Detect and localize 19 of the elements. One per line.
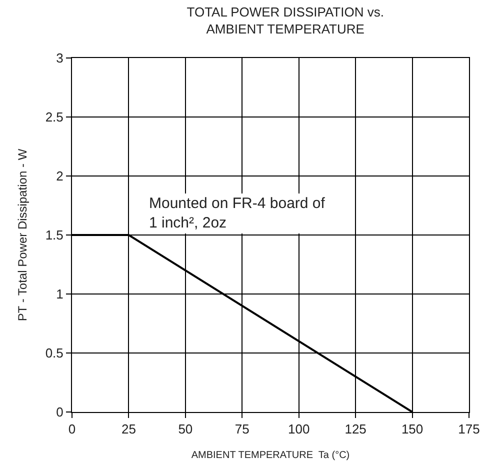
x-tick-label: 100	[288, 422, 310, 437]
x-tick-label: 75	[234, 422, 250, 437]
x-tick-label: 125	[344, 422, 366, 437]
annotation: Mounted on FR-4 board of 1 inch², 2oz	[149, 195, 326, 232]
y-tick-label: 2.5	[45, 110, 64, 125]
chart-title: TOTAL POWER DISSIPATION vs. AMBIENT TEMPERATURE	[186, 4, 384, 36]
x-tick-label: 50	[178, 422, 193, 437]
y-tick-label: 1	[56, 286, 64, 302]
x-axis-title: AMBIENT TEMPERATURE Ta (°C)	[191, 450, 350, 462]
y-tick-label: 2	[56, 168, 64, 184]
y-tick-label: 0	[56, 404, 64, 420]
x-tick-label: 25	[121, 422, 136, 437]
x-tick-label: 150	[401, 422, 424, 437]
y-axis-title: PT - Total Power Dissipation - W	[16, 148, 30, 322]
y-tick-label: 3	[56, 50, 64, 66]
x-tick-label: 175	[458, 422, 480, 437]
x-tick-label: 0	[68, 422, 76, 437]
y-tick-label: 0.5	[45, 346, 64, 361]
y-tick-label: 1.5	[45, 228, 64, 243]
